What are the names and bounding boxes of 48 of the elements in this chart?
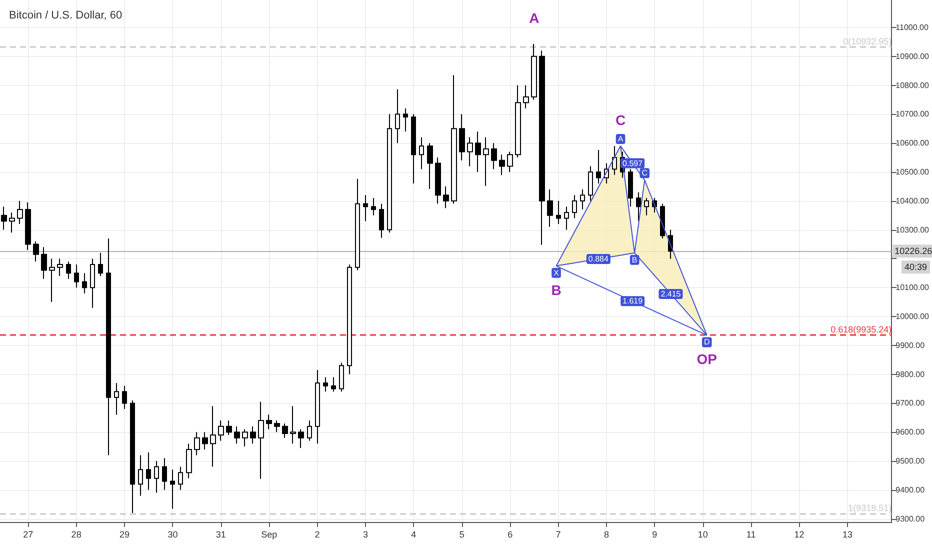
x-tick-label: 7 <box>556 530 561 540</box>
y-tick-label: 10900.00 <box>896 52 930 61</box>
y-tick-label: 9400.00 <box>896 485 926 494</box>
y-tick-label: 9900.00 <box>896 340 926 350</box>
x-tick-label: 31 <box>216 530 226 540</box>
data-label: A <box>618 134 624 144</box>
ref-line-label: 0.618(9935.24) <box>830 324 892 335</box>
y-tick-label: 11000.00 <box>896 22 929 32</box>
y-tick-label: 10500.00 <box>896 167 930 176</box>
annotation: C <box>615 112 626 128</box>
x-tick-label: 9 <box>652 530 658 540</box>
x-tick-label: 3 <box>362 530 368 540</box>
x-tick-label: 13 <box>842 530 852 540</box>
y-tick-label: 10100.00 <box>896 283 930 292</box>
y-tick-label: 10000.00 <box>896 312 930 321</box>
data-label: C <box>642 168 648 178</box>
annotation: B <box>551 282 562 298</box>
y-tick-label: 9300.00 <box>896 514 926 524</box>
data-label: D <box>704 338 710 347</box>
x-tick-label: 30 <box>168 530 178 540</box>
x-tick-label: 5 <box>459 530 464 540</box>
y-tick-label: 10400.00 <box>896 196 930 206</box>
x-tick-label: 6 <box>508 530 513 540</box>
x-tick-label: 27 <box>23 530 34 540</box>
data-label: B <box>632 255 638 264</box>
data-label: X <box>554 268 560 278</box>
text: 40:39 <box>904 262 927 272</box>
y-tick-label: 9500.00 <box>896 456 926 466</box>
y-tick-label: 9700.00 <box>896 398 926 408</box>
annotation: A <box>529 10 540 26</box>
annotation: OP <box>696 351 717 368</box>
y-tick-label: 10700.00 <box>896 110 930 119</box>
x-tick-label: Sep <box>261 530 278 540</box>
x-tick-label: 4 <box>411 530 416 540</box>
y-tick-label: 10800.00 <box>896 80 930 90</box>
text: Bitcoin / U.S. Dollar, 60 <box>9 10 122 22</box>
x-tick-label: 12 <box>794 530 804 540</box>
x-tick-label: 29 <box>120 530 130 540</box>
y-tick-label: 9600.00 <box>896 428 926 437</box>
x-tick-label: 28 <box>71 530 82 540</box>
ref-line-label: 10226.26 <box>894 246 932 256</box>
y-tick-label: 9800.00 <box>896 370 926 379</box>
y-tick-label: 10300.00 <box>896 225 930 234</box>
y-tick-label: 10600.00 <box>896 138 930 148</box>
x-tick-label: 10 <box>698 530 708 540</box>
x-tick-label: 2 <box>314 530 320 540</box>
x-tick-label: 11 <box>746 530 756 540</box>
x-tick-label: 8 <box>604 530 609 540</box>
